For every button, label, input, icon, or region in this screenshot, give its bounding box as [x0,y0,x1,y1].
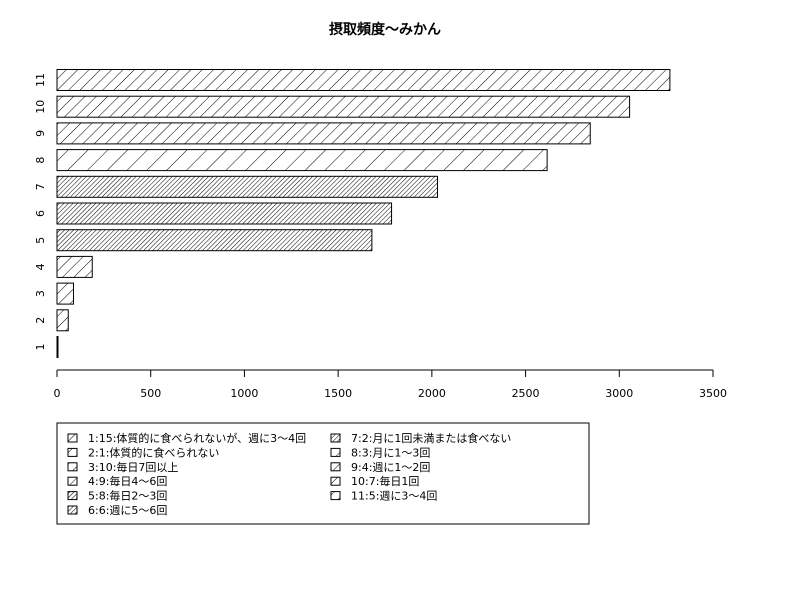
y-tick-label-4: 4 [34,263,47,270]
y-tick-label-8: 8 [34,157,47,164]
legend-swatch-5 [67,491,78,501]
bars-group [56,69,671,358]
y-tick-label-9: 9 [34,130,47,137]
bar-1 [56,336,59,358]
y-tick-label-11: 11 [34,73,47,87]
legend-swatch-11 [330,491,341,501]
legend-items: 1:15:体質的に食べられないが、週に3〜4回2:1:体質的に食べられない 3:1… [67,431,511,517]
y-tick-label-7: 7 [34,183,47,190]
legend-label-3: 3:10:毎日7回以上 [88,461,178,474]
legend-label-5: 5:8:毎日2〜3回 [88,490,167,503]
bar-9 [56,122,591,145]
bar-6 [56,202,393,225]
bar-4 [56,255,93,278]
legend-box [56,422,590,525]
y-tick-label-6: 6 [34,210,47,217]
bar-11 [56,69,671,91]
bar-8 [56,149,548,172]
x-tick-label-1000: 1000 [230,387,258,400]
legend-swatch-4 [67,476,78,486]
x-tick-label-2000: 2000 [418,387,446,400]
x-tick-label-1500: 1500 [324,387,352,400]
legend-label-7: 7:2:月に1回未満または食べない [351,431,511,445]
bar-2 [56,309,69,332]
legend-swatch-1 [67,433,78,443]
x-axis: 0 500 1000 1500 2000 2500 3000 3500 [54,369,727,400]
x-tick-label-500: 500 [140,387,161,400]
y-tick-label-3: 3 [34,290,47,297]
legend-label-8: 8:3:月に1〜3回 [351,446,430,459]
legend-label-1: 1:15:体質的に食べられないが、週に3〜4回 [88,431,306,445]
legend-label-6: 6:6:週に5〜6回 [88,504,167,517]
legend-label-9: 9:4:週に1〜2回 [351,461,430,474]
x-tick-label-2500: 2500 [512,387,540,400]
bar-7 [56,175,438,198]
legend-swatch-2 [67,447,78,457]
legend-label-4: 4:9:毎日4〜6回 [88,475,167,488]
legend-label-11: 11:5:週に3〜4回 [351,490,437,503]
legend-swatch-8 [330,447,341,457]
y-tick-label-10: 10 [34,100,47,114]
y-tick-label-5: 5 [34,237,47,244]
chart-title: 摂取頻度〜みかん [329,21,441,38]
legend-swatch-10 [330,476,341,486]
y-tick-label-1: 1 [34,344,47,351]
legend-swatch-7 [330,433,341,443]
y-tick-label-2: 2 [34,317,47,324]
bar-5 [56,229,373,252]
x-tick-label-3000: 3000 [605,387,633,400]
bar-10 [56,95,631,118]
x-tick-label-0: 0 [54,387,61,400]
y-axis: 1 2 3 4 5 6 7 8 9 10 11 [34,73,47,351]
legend-label-10: 10:7:毎日1回 [351,475,419,488]
legend-swatch-9 [330,462,341,472]
bar-3 [56,282,74,305]
x-tick-label-3500: 3500 [699,387,727,400]
legend-swatch-3 [67,462,78,472]
legend: 1:15:体質的に食べられないが、週に3〜4回2:1:体質的に食べられない 3:1… [56,422,590,525]
legend-swatch-6 [67,505,78,515]
legend-label-2: 2:1:体質的に食べられない [88,445,219,459]
